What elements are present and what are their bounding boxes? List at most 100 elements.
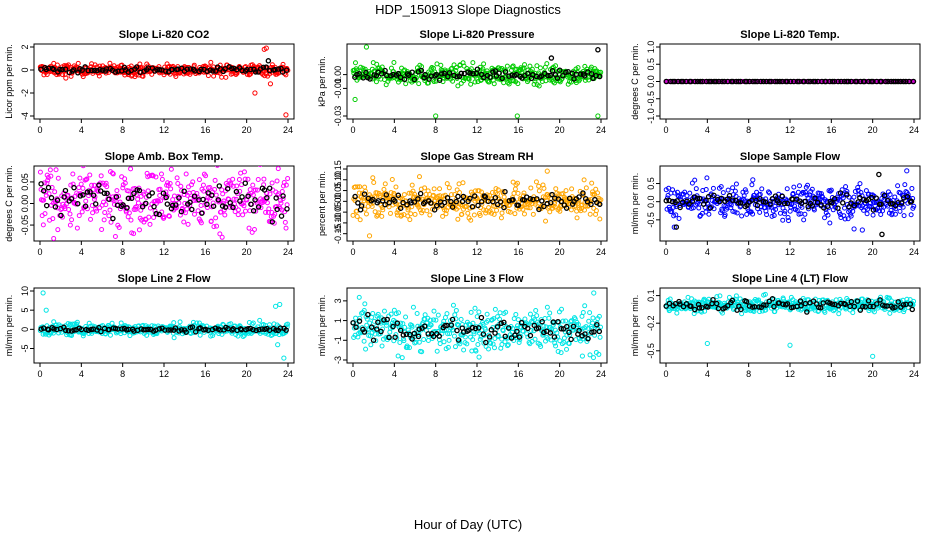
- average-point: [264, 195, 270, 201]
- raw-point: [553, 186, 559, 192]
- raw-point: [547, 310, 553, 316]
- average-point: [760, 78, 767, 85]
- raw-point: [214, 166, 220, 168]
- raw-point: [45, 177, 51, 183]
- y-axis-label: kPa per min.: [317, 56, 327, 107]
- raw-point: [590, 315, 596, 321]
- x-tick-label: 8: [120, 247, 125, 257]
- raw-point: [55, 175, 61, 181]
- average-point: [842, 301, 848, 308]
- average-point: [502, 188, 508, 195]
- raw-point: [395, 353, 401, 359]
- raw-point: [468, 217, 474, 223]
- average-point: [178, 65, 185, 72]
- raw-point: [532, 336, 538, 342]
- raw-point: [897, 208, 903, 214]
- average-point: [45, 184, 52, 191]
- raw-point: [371, 179, 377, 185]
- average-point: [556, 67, 563, 73]
- average-point: [674, 198, 680, 204]
- average-point: [711, 192, 717, 199]
- raw-point: [236, 177, 242, 183]
- average-point: [378, 71, 385, 77]
- raw-point: [733, 293, 739, 299]
- raw-point: [212, 186, 218, 192]
- average-point: [436, 333, 443, 339]
- raw-point: [785, 215, 791, 221]
- raw-point: [473, 348, 479, 354]
- y-axis-label: degrees C per min.: [4, 165, 14, 242]
- average-point: [492, 330, 498, 336]
- average-point: [191, 193, 198, 199]
- average-point: [754, 202, 761, 209]
- raw-point: [255, 177, 261, 183]
- average-point: [677, 204, 683, 211]
- average-point: [255, 204, 262, 210]
- average-point: [87, 189, 93, 195]
- raw-point: [272, 211, 278, 217]
- raw-point: [210, 332, 216, 338]
- raw-point: [381, 186, 387, 192]
- average-point: [588, 71, 595, 77]
- raw-point: [106, 213, 112, 219]
- average-point: [779, 193, 786, 200]
- average-point: [227, 200, 233, 206]
- average-point: [908, 198, 915, 205]
- raw-point: [363, 346, 369, 352]
- average-point: [766, 298, 772, 305]
- raw-point: [569, 186, 575, 192]
- x-tick-label: 0: [37, 125, 42, 135]
- raw-point: [544, 61, 550, 67]
- raw-point: [462, 334, 468, 340]
- raw-point: [532, 201, 538, 207]
- raw-point: [263, 209, 269, 215]
- raw-point: [87, 172, 93, 178]
- x-tick-label: 4: [705, 125, 710, 135]
- raw-point: [505, 343, 511, 349]
- raw-point: [128, 217, 134, 223]
- outlier-point: [579, 353, 586, 359]
- y-tick-label: -0.5: [646, 343, 656, 359]
- average-point: [590, 75, 596, 82]
- raw-point: [84, 176, 90, 182]
- average-point: [237, 198, 243, 204]
- raw-point: [42, 211, 48, 217]
- x-tick-label: 8: [746, 247, 751, 257]
- average-point: [210, 68, 216, 74]
- average-point: [247, 66, 254, 73]
- average-point: [198, 66, 204, 73]
- y-tick-label: 10: [20, 286, 30, 296]
- raw-point: [114, 188, 120, 194]
- raw-point: [499, 336, 505, 342]
- average-point: [549, 68, 556, 74]
- average-point: [215, 197, 222, 203]
- raw-point: [138, 193, 144, 199]
- raw-point: [902, 182, 908, 188]
- data-points: [663, 291, 917, 359]
- raw-point: [827, 188, 833, 194]
- average-point: [422, 71, 428, 78]
- raw-point: [416, 174, 422, 180]
- average-point: [51, 326, 57, 332]
- average-point: [403, 331, 410, 338]
- average-point: [581, 73, 588, 79]
- average-point: [781, 200, 788, 207]
- x-tick-label: 24: [909, 247, 919, 257]
- raw-point: [588, 199, 594, 205]
- raw-point: [692, 177, 698, 183]
- average-point: [475, 202, 481, 209]
- raw-point: [485, 346, 491, 352]
- y-tick-label: 1: [333, 318, 343, 323]
- raw-point: [586, 318, 592, 324]
- average-point: [903, 78, 909, 85]
- y-tick-label: 0: [20, 67, 30, 72]
- raw-point: [725, 187, 731, 193]
- average-point: [400, 332, 407, 338]
- raw-point: [370, 311, 376, 317]
- raw-point: [448, 192, 454, 198]
- raw-point: [536, 188, 542, 194]
- raw-point: [412, 211, 418, 217]
- average-point: [409, 336, 415, 342]
- raw-point: [528, 185, 534, 191]
- y-tick-label: -1.0: [646, 108, 656, 124]
